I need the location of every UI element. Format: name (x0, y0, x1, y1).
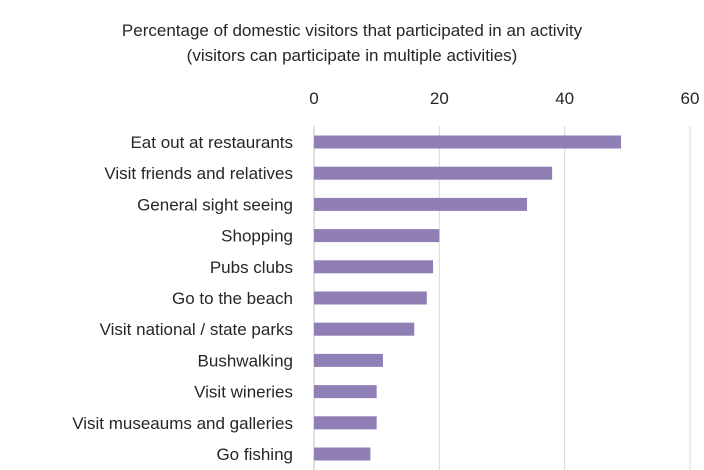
category-label: Visit wineries (194, 383, 293, 402)
category-label: Eat out at restaurants (130, 133, 293, 152)
bar (314, 385, 377, 399)
chart-title: Percentage of domestic visitors that par… (0, 18, 704, 68)
bar (314, 166, 553, 180)
bar (314, 197, 528, 211)
bars (314, 135, 622, 461)
category-label: Go fishing (216, 445, 293, 464)
chart-title-line-1: Percentage of domestic visitors that par… (121, 21, 583, 40)
bar (314, 416, 377, 430)
category-label: General sight seeing (137, 195, 293, 214)
bar (314, 353, 383, 367)
bar (314, 260, 434, 274)
x-tick-label: 60 (681, 89, 700, 108)
bar (314, 322, 415, 336)
category-label: Pubs clubs (210, 258, 293, 277)
category-label: Visit friends and relatives (104, 164, 293, 183)
category-label: Visit museaums and galleries (72, 414, 293, 433)
category-label: Shopping (221, 227, 293, 246)
x-tick-label: 40 (555, 89, 574, 108)
x-tick-label: 20 (430, 89, 449, 108)
category-labels: Eat out at restaurants Visit friends and … (72, 133, 293, 464)
category-label: Bushwalking (198, 351, 293, 370)
bar (314, 447, 371, 461)
chart-title-line-2: (visitors can participate in multiple ac… (186, 46, 518, 65)
category-label: Visit national / state parks (100, 320, 293, 339)
x-tick-label: 0 (309, 89, 318, 108)
bar (314, 229, 440, 243)
bar (314, 291, 427, 305)
x-axis-ticks: 0 20 40 60 (309, 89, 699, 108)
category-label: Go to the beach (172, 289, 293, 308)
bar (314, 135, 622, 149)
